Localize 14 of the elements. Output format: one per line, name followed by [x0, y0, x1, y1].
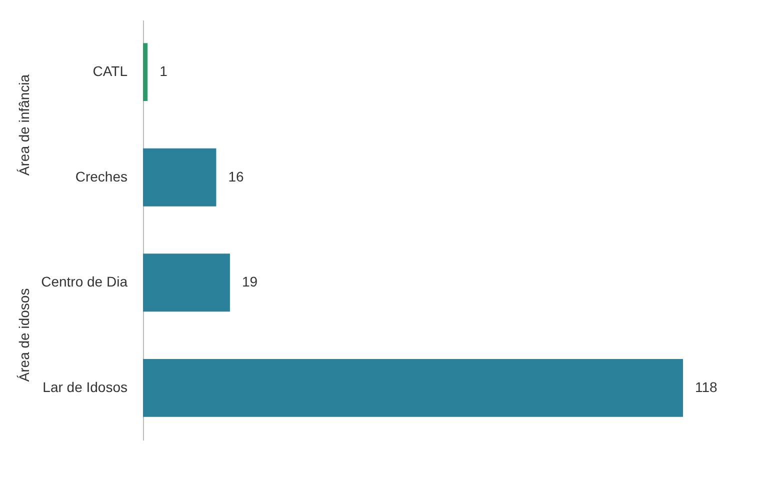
y-tick-label: Creches — [75, 168, 128, 184]
text: Área de idosos — [16, 288, 32, 382]
data-label: 16 — [228, 168, 244, 184]
text: Área de infância — [16, 74, 32, 176]
data-label: 1 — [160, 63, 168, 80]
y-tick-label: Centro de Dia — [41, 274, 128, 290]
data-label: 118 — [695, 378, 718, 395]
bar — [143, 358, 683, 417]
bar — [143, 43, 148, 102]
bar — [143, 254, 230, 312]
bar — [143, 148, 216, 206]
y-tick-label: CATL — [92, 63, 128, 80]
y-tick-label: Lar de Idosos — [42, 378, 128, 395]
data-label: 19 — [242, 274, 258, 290]
